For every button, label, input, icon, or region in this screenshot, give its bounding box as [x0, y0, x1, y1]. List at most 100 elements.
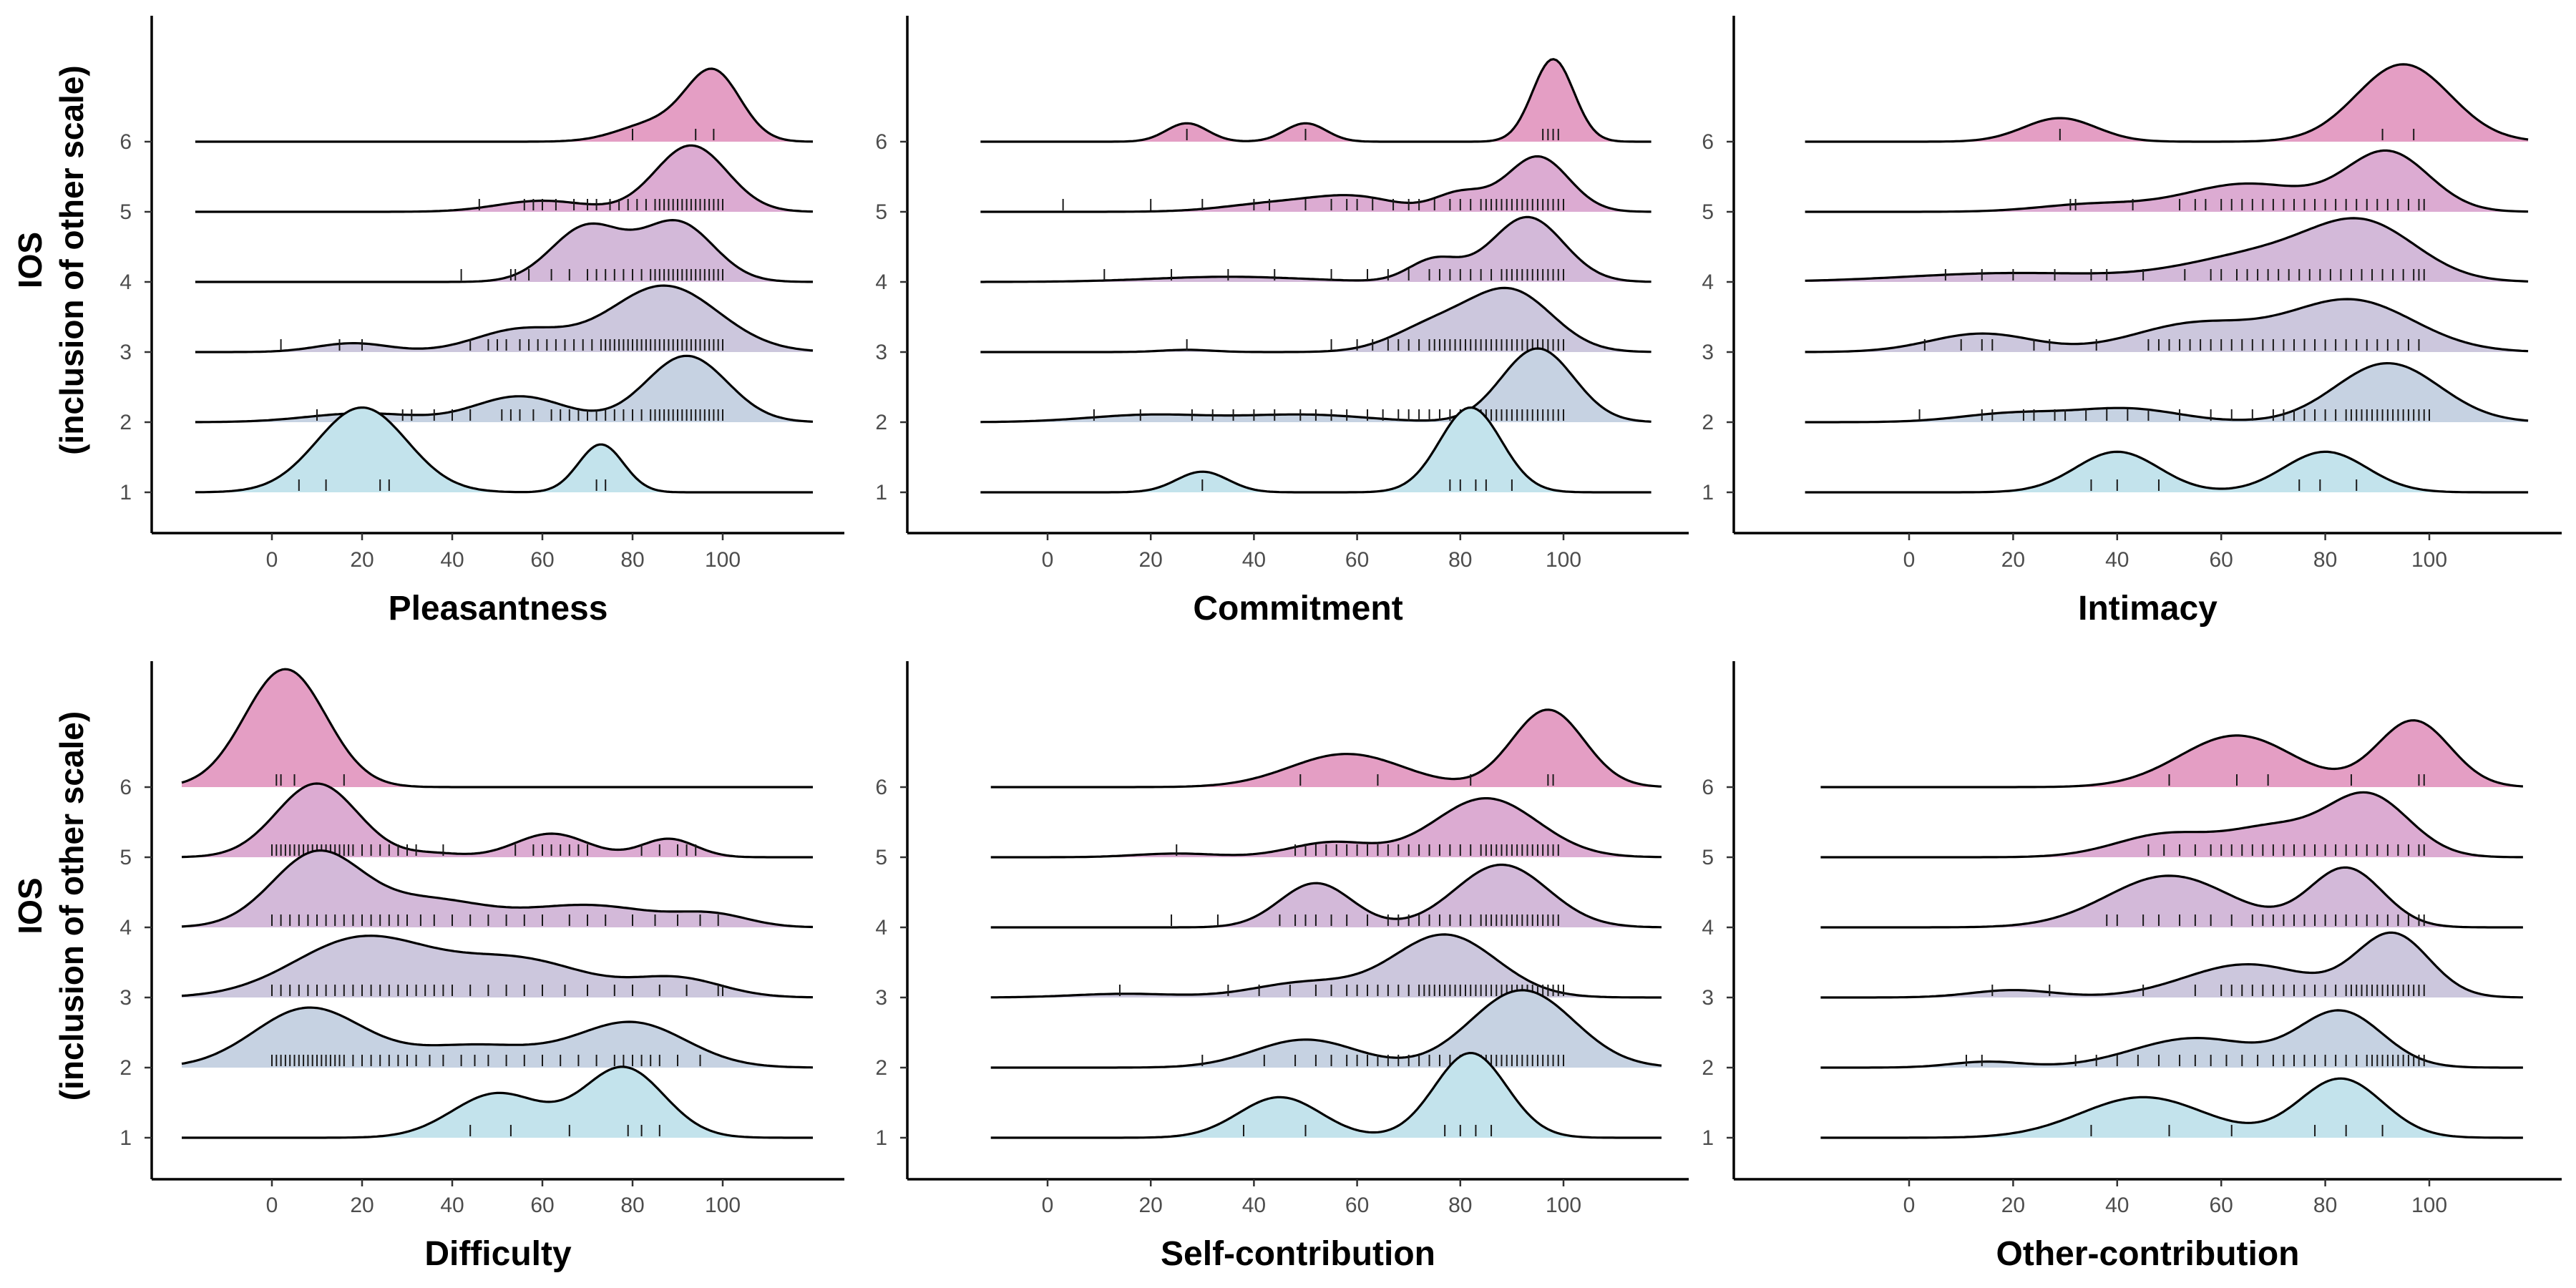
- ridge-fill: [990, 798, 1662, 857]
- x-tick-label: 60: [2210, 1194, 2233, 1217]
- y-tick-label: 2: [875, 411, 887, 434]
- ridge-level-3: [195, 284, 814, 353]
- y-tick-label: 5: [119, 200, 132, 224]
- ridge-level-3: [990, 933, 1662, 999]
- ridge-fill: [990, 990, 1662, 1068]
- y-tick-label: 5: [1702, 200, 1714, 224]
- y-axis-title-line2: (inclusion of other scale): [53, 711, 90, 1101]
- ridge-line: [195, 144, 814, 213]
- ridge-fill: [195, 407, 813, 492]
- rug-marks: [469, 1125, 660, 1136]
- ridge-line: [1805, 63, 2529, 143]
- ridge-line: [1805, 362, 2529, 424]
- ridge-fill: [182, 1008, 813, 1068]
- rug-marks: [460, 269, 723, 280]
- rug-marks: [2168, 774, 2425, 786]
- x-axis-title: Intimacy: [2078, 590, 2218, 628]
- ridge-line: [181, 935, 814, 999]
- ridge-line: [990, 863, 1662, 929]
- x-tick-label: 20: [350, 1194, 374, 1217]
- rug-marks: [271, 1055, 701, 1066]
- x-tick-label: 100: [1546, 548, 1581, 572]
- ridge-level-2: [181, 1006, 814, 1069]
- x-tick-label: 0: [1042, 1194, 1054, 1217]
- ridge-line: [181, 782, 813, 859]
- ridge-line: [990, 708, 1662, 789]
- ridge-level-6: [181, 668, 813, 789]
- ridge-fill: [980, 59, 1652, 142]
- y-axis-title: IOS (inclusion of other scale): [11, 65, 90, 454]
- ridge-level-5: [195, 144, 814, 213]
- x-tick-label: 60: [530, 548, 554, 572]
- ridge-line: [980, 155, 1652, 213]
- rug-marks: [1918, 409, 2430, 421]
- ridge-line: [182, 1065, 813, 1139]
- y-tick-label: 2: [1702, 1056, 1714, 1080]
- x-tick-label: 100: [2411, 548, 2447, 572]
- y-axis-title-line1: IOS: [11, 877, 49, 934]
- ridge-line: [980, 406, 1652, 494]
- x-tick-label: 100: [1546, 1194, 1581, 1217]
- x-axis-title: Difficulty: [424, 1235, 572, 1273]
- ridge-fill: [1820, 867, 2523, 927]
- ridge-fill: [195, 145, 813, 212]
- x-tick-label: 40: [440, 1194, 464, 1217]
- y-tick-label: 3: [875, 986, 887, 1010]
- x-tick-label: 80: [1448, 548, 1472, 572]
- ridge-level-6: [1805, 63, 2529, 143]
- ridge-fill: [195, 220, 813, 282]
- y-tick-label: 3: [1702, 341, 1714, 364]
- ridge-fill: [195, 286, 813, 352]
- ridge-level-1: [1805, 450, 2529, 494]
- rug-marks: [1923, 339, 2420, 351]
- y-tick-label: 4: [119, 916, 132, 940]
- ridge-fill: [980, 217, 1652, 282]
- x-tick-label: 100: [705, 1194, 741, 1217]
- ridge-level-1: [980, 406, 1652, 494]
- x-tick-label: 80: [2313, 1194, 2337, 1217]
- rug-marks: [478, 199, 723, 210]
- x-tick-label: 20: [1139, 548, 1163, 572]
- ridge-level-4: [1820, 866, 2523, 929]
- ridge-fill: [1820, 932, 2523, 997]
- x-tick-label: 40: [2105, 1194, 2129, 1217]
- ridge-line: [195, 219, 813, 283]
- rug-marks: [2106, 914, 2425, 926]
- ridge-fill: [195, 69, 813, 142]
- ridge-fill: [980, 288, 1652, 352]
- rug-marks: [1991, 985, 2425, 996]
- rug-marks: [1242, 1125, 1493, 1136]
- rug-marks: [275, 774, 345, 786]
- x-tick-label: 40: [1242, 1194, 1266, 1217]
- ridge-line: [181, 1006, 814, 1069]
- ridge-fill: [1805, 150, 2529, 212]
- ridge-fill: [182, 1066, 813, 1138]
- x-tick-label: 20: [350, 548, 374, 572]
- x-axis-title: Self-contribution: [1161, 1235, 1435, 1273]
- ridge-level-2: [1805, 362, 2529, 424]
- ridge-fill: [980, 348, 1652, 422]
- ridge-fill: [182, 850, 813, 927]
- x-tick-label: 20: [2001, 1194, 2025, 1217]
- y-tick-label: 6: [119, 776, 132, 799]
- x-axis-title: Pleasantness: [389, 590, 608, 628]
- x-tick-label: 80: [620, 1194, 644, 1217]
- x-tick-label: 80: [1448, 1194, 1472, 1217]
- ridge-fill: [980, 407, 1652, 492]
- y-tick-label: 1: [875, 481, 887, 504]
- ridge-level-3: [181, 935, 814, 999]
- ridge-line: [195, 354, 814, 424]
- ridge-fill: [195, 356, 813, 422]
- rug-marks: [298, 479, 607, 491]
- y-tick-label: 4: [875, 270, 887, 294]
- x-tick-label: 40: [1242, 548, 1266, 572]
- rug-marks: [2090, 479, 2358, 491]
- rug-marks: [1062, 199, 1564, 210]
- rug-marks: [1176, 844, 1559, 856]
- ridge-fill: [182, 935, 813, 997]
- rug-marks: [271, 914, 719, 926]
- ridge-fill: [990, 864, 1662, 927]
